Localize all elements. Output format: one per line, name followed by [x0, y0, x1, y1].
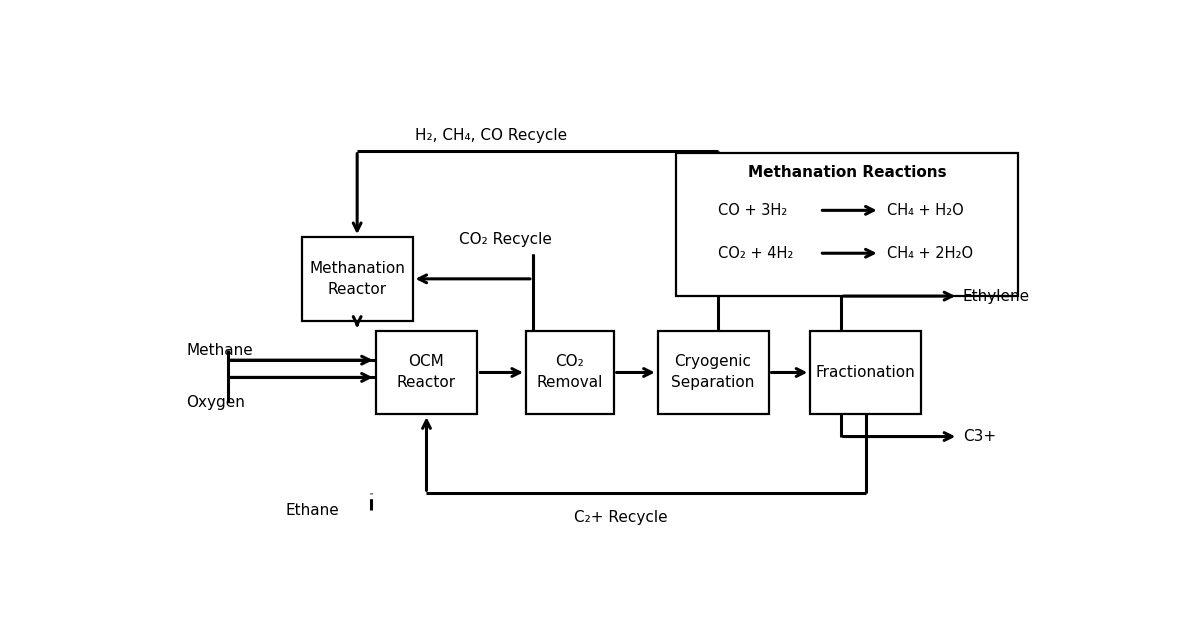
Text: Methane: Methane — [186, 343, 253, 358]
FancyBboxPatch shape — [526, 331, 613, 414]
Text: Ethylene: Ethylene — [963, 289, 1030, 303]
Text: Methanation
Reactor: Methanation Reactor — [309, 261, 406, 297]
FancyBboxPatch shape — [376, 331, 477, 414]
Text: OCM
Reactor: OCM Reactor — [397, 355, 456, 390]
Text: CH₄ + H₂O: CH₄ + H₂O — [886, 203, 964, 218]
Text: H₂, CH₄, CO Recycle: H₂, CH₄, CO Recycle — [415, 129, 568, 143]
Text: CO + 3H₂: CO + 3H₂ — [718, 203, 787, 218]
Text: Methanation Reactions: Methanation Reactions — [748, 165, 946, 180]
Text: CO₂ + 4H₂: CO₂ + 4H₂ — [718, 246, 793, 260]
Text: C₂+ Recycle: C₂+ Recycle — [574, 511, 667, 525]
Text: Ethane: Ethane — [286, 503, 340, 518]
Text: CO₂ Recycle: CO₂ Recycle — [459, 232, 551, 247]
Text: CO₂
Removal: CO₂ Removal — [537, 355, 602, 390]
FancyBboxPatch shape — [676, 153, 1019, 296]
Text: Oxygen: Oxygen — [186, 394, 245, 410]
Text: CH₄ + 2H₂O: CH₄ + 2H₂O — [886, 246, 973, 260]
FancyBboxPatch shape — [810, 331, 921, 414]
FancyBboxPatch shape — [657, 331, 768, 414]
FancyBboxPatch shape — [302, 237, 413, 321]
Text: C3+: C3+ — [963, 429, 996, 444]
Text: Cryogenic
Separation: Cryogenic Separation — [672, 355, 755, 390]
Text: Fractionation: Fractionation — [816, 365, 915, 380]
